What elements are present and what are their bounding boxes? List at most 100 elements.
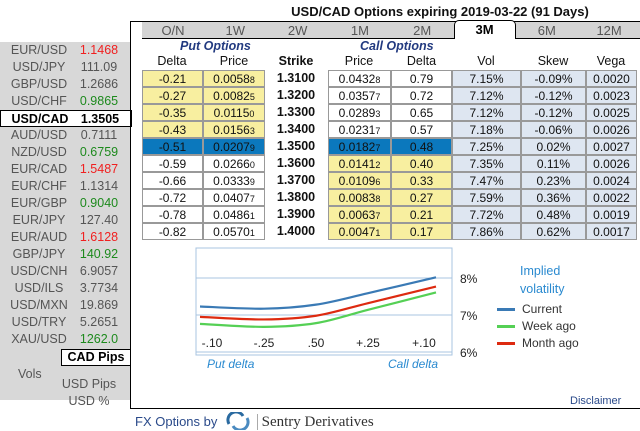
currency-pair-row[interactable]: USD/TRY 5.2651 bbox=[0, 314, 130, 331]
currency-pair-row[interactable]: EUR/USD 1.1468 bbox=[0, 42, 130, 59]
tab-2w[interactable]: 2W bbox=[287, 23, 308, 38]
tab-3m[interactable]: 3M bbox=[453, 20, 516, 39]
tab-12m[interactable]: 12M bbox=[596, 23, 622, 38]
call-price-cell[interactable]: 0.02893 bbox=[328, 104, 391, 121]
put-delta-cell[interactable]: -0.59 bbox=[142, 155, 203, 172]
call-delta-cell[interactable]: 0.48 bbox=[391, 138, 452, 155]
put-delta-cell[interactable]: -0.78 bbox=[142, 206, 203, 223]
call-delta-cell[interactable]: 0.79 bbox=[391, 70, 452, 87]
put-price-cell[interactable]: 0.02660 bbox=[203, 155, 265, 172]
call-price-cell[interactable]: 0.01827 bbox=[328, 138, 391, 155]
put-price-cell[interactable]: 0.01150 bbox=[203, 104, 265, 121]
call-price-cell[interactable]: 0.01096 bbox=[328, 172, 391, 189]
x-tick-label: -.10 bbox=[202, 336, 223, 350]
pair-symbol: EUR/CAD bbox=[10, 162, 68, 176]
strike-cell: 1.3800 bbox=[276, 190, 316, 204]
put-delta-cell[interactable]: -0.82 bbox=[142, 223, 203, 240]
put-delta-cell[interactable]: -0.27 bbox=[142, 87, 203, 104]
price-pip-digit: 2 bbox=[375, 160, 381, 170]
tab-6m[interactable]: 6M bbox=[537, 23, 556, 38]
currency-pair-row[interactable]: EUR/CAD 1.5487 bbox=[0, 161, 130, 178]
price-main: 0.0486 bbox=[213, 208, 250, 222]
vol-cell: 7.12% bbox=[452, 104, 521, 121]
put-price-cell[interactable]: 0.04861 bbox=[203, 206, 265, 223]
currency-pair-row[interactable]: AUD/USD 0.7111 bbox=[0, 127, 130, 144]
call-price-cell[interactable]: 0.04328 bbox=[328, 70, 391, 87]
call-price-cell[interactable]: 0.01412 bbox=[328, 155, 391, 172]
put-delta-cell[interactable]: -0.72 bbox=[142, 189, 203, 206]
vol-cell: 7.18% bbox=[452, 121, 521, 138]
tab-1m[interactable]: 1M bbox=[350, 23, 369, 38]
call-price-cell[interactable]: 0.00637 bbox=[328, 206, 391, 223]
put-delta-cell[interactable]: -0.51 bbox=[142, 138, 203, 155]
call-price-cell[interactable]: 0.03577 bbox=[328, 87, 391, 104]
call-delta-cell[interactable]: 0.21 bbox=[391, 206, 452, 223]
legend-label: Month ago bbox=[522, 336, 579, 350]
pair-symbol: EUR/GBP bbox=[10, 196, 68, 210]
call-delta-cell[interactable]: 0.72 bbox=[391, 87, 452, 104]
put-price-cell[interactable]: 0.05701 bbox=[203, 223, 265, 240]
footer-brand: Sentry Derivatives bbox=[256, 414, 374, 430]
unit-option[interactable]: CAD Pips bbox=[61, 349, 131, 366]
currency-pair-row[interactable]: EUR/AUD 1.6128 bbox=[0, 229, 130, 246]
legend-swatch bbox=[497, 325, 515, 328]
tab-on[interactable]: O/N bbox=[161, 23, 185, 38]
put-delta-cell[interactable]: -0.66 bbox=[142, 172, 203, 189]
call-delta-cell[interactable]: 0.17 bbox=[391, 223, 452, 240]
vol-cell: 7.59% bbox=[452, 189, 521, 206]
put-price-cell[interactable]: 0.02079 bbox=[203, 138, 265, 155]
call-delta-cell[interactable]: 0.40 bbox=[391, 155, 452, 172]
currency-pair-row[interactable]: USD/CHF 0.9865 bbox=[0, 93, 130, 110]
skew-header: Skew bbox=[537, 54, 569, 68]
call-price-cell[interactable]: 0.00838 bbox=[328, 189, 391, 206]
pair-price: 1.5487 bbox=[79, 162, 119, 176]
unit-option[interactable]: USD % bbox=[68, 394, 110, 408]
vega-cell: 0.0017 bbox=[586, 223, 637, 240]
skew-cell: 0.36% bbox=[521, 189, 586, 206]
put-price-cell[interactable]: 0.00588 bbox=[203, 70, 265, 87]
currency-pair-row[interactable]: NZD/USD 0.6759 bbox=[0, 144, 130, 161]
call-price-cell[interactable]: 0.00471 bbox=[328, 223, 391, 240]
currency-pair-row[interactable]: USD/MXN 19.869 bbox=[0, 297, 130, 314]
strike-cell: 1.3900 bbox=[276, 207, 316, 221]
put-delta-header: Delta bbox=[157, 54, 187, 68]
put-price-cell[interactable]: 0.01563 bbox=[203, 121, 265, 138]
vega-cell: 0.0024 bbox=[586, 172, 637, 189]
strike-cell: 1.3600 bbox=[276, 156, 316, 170]
price-pip-digit: 7 bbox=[375, 211, 381, 221]
put-price-cell[interactable]: 0.04077 bbox=[203, 189, 265, 206]
pair-symbol: AUD/USD bbox=[10, 128, 68, 142]
call-delta-cell[interactable]: 0.65 bbox=[391, 104, 452, 121]
currency-pair-row[interactable]: GBP/USD 1.2686 bbox=[0, 76, 130, 93]
vol-header: Vol bbox=[477, 54, 495, 68]
footer: FX Options by Sentry Derivatives bbox=[135, 410, 374, 431]
vol-cell: 7.35% bbox=[452, 155, 521, 172]
y-tick-label: 6% bbox=[460, 346, 478, 360]
footer-prefix: FX Options by bbox=[135, 414, 218, 429]
put-delta-cell[interactable]: -0.43 bbox=[142, 121, 203, 138]
call-delta-cell[interactable]: 0.33 bbox=[391, 172, 452, 189]
put-price-cell[interactable]: 0.03339 bbox=[203, 172, 265, 189]
currency-pair-row[interactable]: EUR/GBP 0.9040 bbox=[0, 195, 130, 212]
call-price-cell[interactable]: 0.02317 bbox=[328, 121, 391, 138]
disclaimer-link[interactable]: Disclaimer bbox=[570, 395, 622, 407]
currency-pair-row[interactable]: XAU/USD 1262.0 bbox=[0, 331, 130, 348]
currency-pair-row[interactable]: USD/JPY 111.09 bbox=[0, 59, 130, 76]
currency-pair-row[interactable]: USD/ILS 3.7734 bbox=[0, 280, 130, 297]
unit-option[interactable]: USD Pips bbox=[61, 377, 117, 391]
currency-pair-row[interactable]: USD/CNH 6.9057 bbox=[0, 263, 130, 280]
currency-pair-row[interactable]: EUR/CHF 1.1314 bbox=[0, 178, 130, 195]
price-main: 0.0266 bbox=[213, 157, 250, 171]
tab-1w[interactable]: 1W bbox=[225, 23, 246, 38]
currency-pair-row[interactable]: USD/CAD 1.3505 bbox=[0, 110, 132, 127]
strike-cell: 1.3300 bbox=[276, 105, 316, 119]
currency-pair-row[interactable]: GBP/JPY 140.92 bbox=[0, 246, 130, 263]
tab-2m[interactable]: 2M bbox=[413, 23, 432, 38]
put-price-cell[interactable]: 0.00825 bbox=[203, 87, 265, 104]
series-line-current bbox=[199, 276, 437, 310]
put-delta-cell[interactable]: -0.35 bbox=[142, 104, 203, 121]
put-delta-cell[interactable]: -0.21 bbox=[142, 70, 203, 87]
call-delta-cell[interactable]: 0.27 bbox=[391, 189, 452, 206]
call-delta-cell[interactable]: 0.57 bbox=[391, 121, 452, 138]
currency-pair-row[interactable]: EUR/JPY 127.40 bbox=[0, 212, 130, 229]
